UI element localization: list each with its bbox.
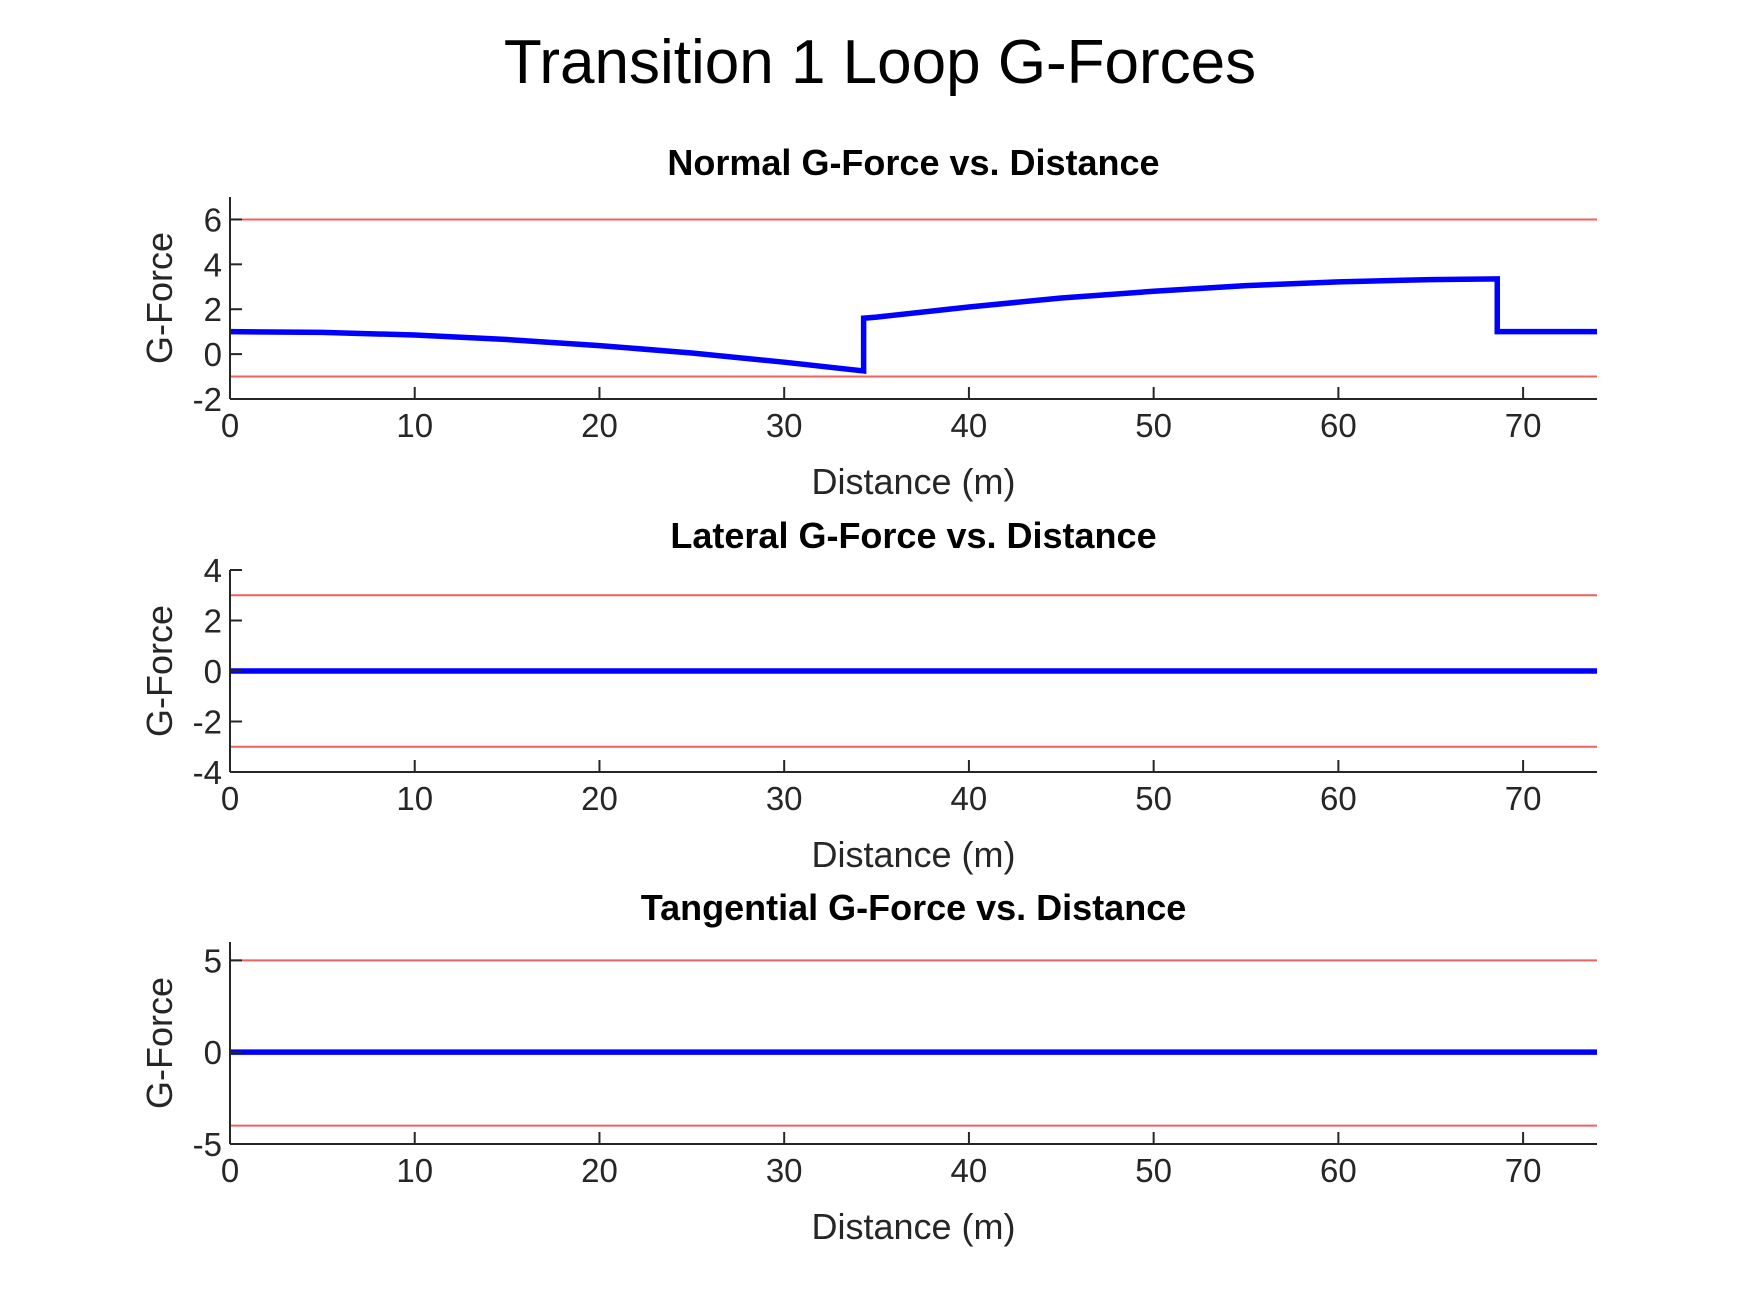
x-tick-label: 20 [581, 1152, 618, 1189]
x-tick-label: 70 [1505, 407, 1542, 444]
x-tick-label: 40 [951, 1152, 988, 1189]
y-tick-label: -2 [193, 381, 222, 418]
y-tick-label: -2 [193, 704, 222, 741]
x-tick-label: 40 [951, 407, 988, 444]
y-tick-label: 2 [204, 291, 222, 328]
y-tick-label: 0 [204, 336, 222, 373]
figure-title: Transition 1 Loop G-Forces [504, 28, 1256, 97]
x-tick-label: 70 [1505, 780, 1542, 817]
subplot-tangential: Tangential G-Force vs. Distance 0 10 20 30 40… [139, 887, 1597, 1247]
x-tick-label: 50 [1135, 1152, 1172, 1189]
y-tick-label: 0 [204, 653, 222, 690]
x-tick-label: 0 [221, 407, 239, 444]
y-tick-label: 2 [204, 603, 222, 640]
x-tick-label: 30 [766, 1152, 803, 1189]
x-tick-label: 30 [766, 407, 803, 444]
x-tick-label: 0 [221, 780, 239, 817]
x-tick-label: 70 [1505, 1152, 1542, 1189]
x-tick-label: 50 [1135, 407, 1172, 444]
data-series-line [229, 276, 1597, 375]
x-tick-label: 40 [951, 780, 988, 817]
x-tick-label: 60 [1320, 780, 1357, 817]
x-tick-label: 10 [396, 1152, 433, 1189]
x-tick-label: 20 [581, 407, 618, 444]
y-tick-label: 6 [204, 201, 222, 238]
x-tick-label: 50 [1135, 780, 1172, 817]
axes-title: Normal G-Force vs. Distance [667, 142, 1159, 183]
y-axis-label: G-Force [139, 232, 180, 364]
y-tick-label: 0 [204, 1034, 222, 1071]
x-axis-label: Distance (m) [811, 461, 1015, 502]
x-tick-label: 30 [766, 780, 803, 817]
x-axis-label: Distance (m) [811, 834, 1015, 875]
y-tick-label: -4 [193, 754, 222, 791]
x-tick-label: 60 [1320, 407, 1357, 444]
y-axis-label: G-Force [139, 977, 180, 1109]
axes-title: Tangential G-Force vs. Distance [641, 887, 1186, 928]
x-axis-label: Distance (m) [811, 1206, 1015, 1247]
y-tick-label: 4 [204, 552, 222, 589]
x-tick-label: 0 [221, 1152, 239, 1189]
y-tick-label: 4 [204, 246, 222, 283]
y-axis-label: G-Force [139, 605, 180, 737]
x-tick-label: 10 [396, 407, 433, 444]
x-tick-label: 10 [396, 780, 433, 817]
y-tick-label: -5 [193, 1126, 222, 1163]
y-tick-label: 5 [204, 942, 222, 979]
x-tick-label: 20 [581, 780, 618, 817]
axes-title: Lateral G-Force vs. Distance [670, 515, 1156, 556]
x-tick-label: 60 [1320, 1152, 1357, 1189]
